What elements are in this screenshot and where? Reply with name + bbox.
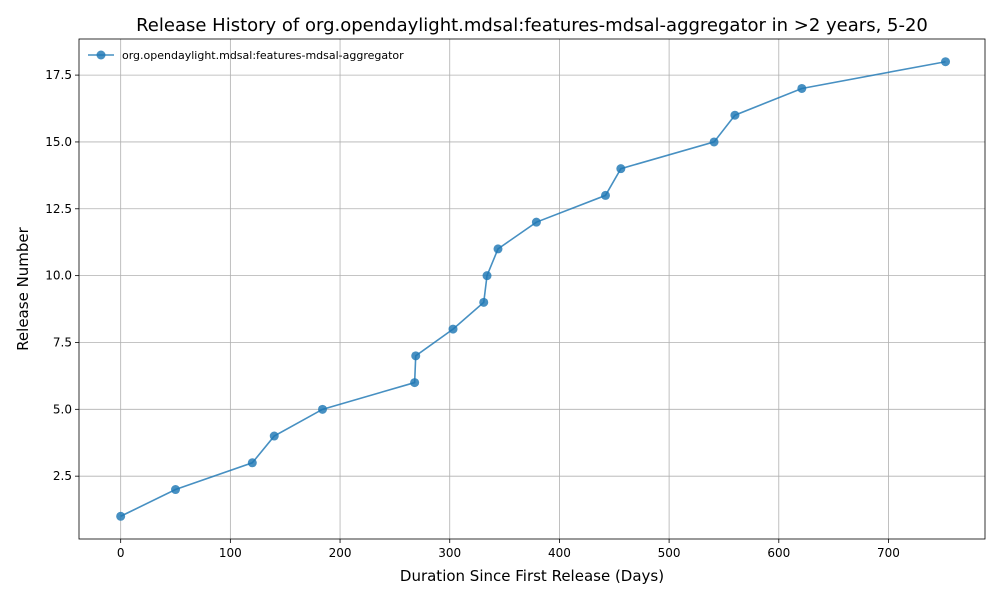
series-layer: [116, 57, 951, 521]
x-tick-label: 300: [438, 546, 461, 560]
data-point: [531, 217, 541, 227]
x-tick-label: 700: [877, 546, 900, 560]
data-point: [171, 485, 181, 495]
data-point: [797, 83, 807, 93]
legend-marker-swatch: [96, 50, 106, 60]
legend: org.opendaylight.mdsal:features-mdsal-ag…: [88, 49, 404, 62]
x-tick-label: 500: [658, 546, 681, 560]
x-axis-title: Duration Since First Release (Days): [400, 567, 664, 585]
legend-entry-label: org.opendaylight.mdsal:features-mdsal-ag…: [122, 49, 404, 62]
y-tick-label: 12.5: [45, 202, 72, 216]
data-point: [247, 458, 257, 468]
x-tick-label: 0: [117, 546, 125, 560]
chart-title: Release History of org.opendaylight.mdsa…: [136, 15, 928, 36]
axis-ticks: 0 100 200 300 400 500 600 700 2.5 5.0 7.5 10.0 12.5 1…: [45, 68, 900, 560]
data-point: [709, 137, 719, 147]
grid-layer: [79, 39, 985, 539]
data-point: [318, 404, 328, 414]
data-point: [730, 110, 740, 120]
y-tick-label: 2.5: [53, 469, 72, 483]
y-tick-label: 5.0: [53, 402, 72, 416]
data-point: [116, 511, 126, 521]
x-tick-label: 100: [219, 546, 242, 560]
data-point: [493, 244, 503, 254]
y-axis-title: Release Number: [14, 226, 32, 350]
y-tick-label: 17.5: [45, 68, 72, 82]
x-tick-label: 200: [329, 546, 352, 560]
data-point: [411, 351, 421, 361]
data-point: [616, 164, 626, 174]
y-tick-label: 15.0: [45, 135, 72, 149]
x-tick-label: 600: [767, 546, 790, 560]
data-point: [941, 57, 951, 67]
x-tick-label: 400: [548, 546, 571, 560]
data-point: [479, 297, 489, 307]
data-point: [410, 378, 420, 388]
data-point: [269, 431, 279, 441]
data-point: [482, 271, 492, 281]
y-tick-label: 10.0: [45, 269, 72, 283]
data-point: [600, 190, 610, 200]
y-tick-label: 7.5: [53, 335, 72, 349]
data-point: [448, 324, 458, 334]
series-line: [120, 60, 946, 517]
plot-area-frame: [78, 38, 986, 540]
